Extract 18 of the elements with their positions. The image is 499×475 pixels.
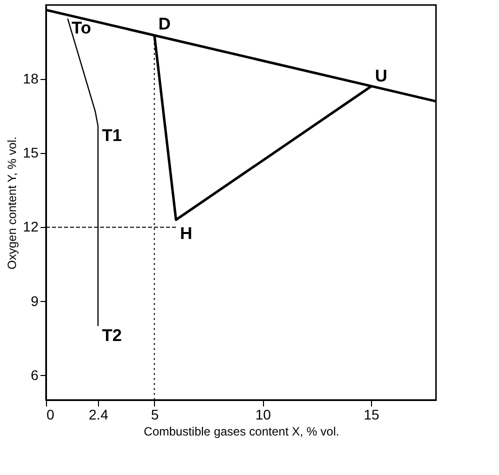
y-tick-label: 18: [22, 70, 39, 87]
annotation: U: [375, 66, 388, 86]
annotation: D: [158, 14, 171, 34]
x-tick-label: 5: [150, 406, 159, 422]
y-axis-title: Oxygen content Y, % vol.: [4, 136, 19, 270]
annotation: H: [180, 224, 192, 243]
annotation: To: [72, 18, 92, 38]
y-tick-label: 6: [30, 366, 39, 383]
y-tick-label: 15: [22, 144, 39, 161]
x-tick-label: 0: [46, 406, 54, 422]
x-tick-label: 2.4: [88, 406, 108, 422]
x-tick-label: 10: [255, 406, 272, 422]
y-tick-label: 9: [30, 292, 39, 309]
x-tick-label: 15: [364, 406, 380, 422]
annotation: T1: [102, 126, 122, 145]
y-tick-label: 12: [22, 218, 39, 235]
x-axis-title: Combustible gases content X, % vol.: [144, 424, 340, 438]
annotation: T2: [102, 326, 122, 345]
